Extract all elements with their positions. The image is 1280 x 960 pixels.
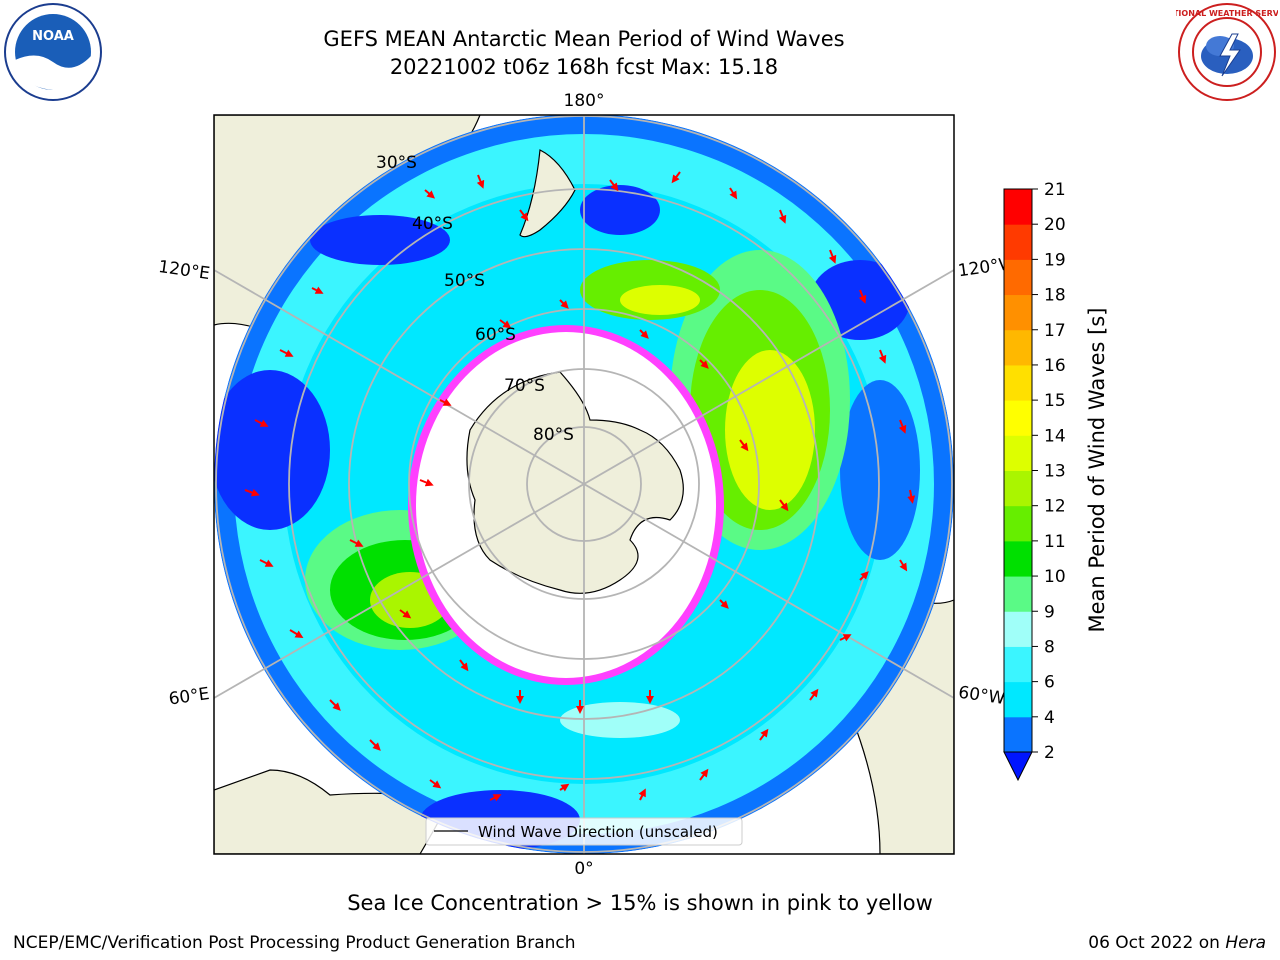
lon-label-180: 180° — [564, 91, 605, 111]
lat-label-80s: 80°S — [533, 425, 574, 445]
colorbar-tick-label: 12 — [1044, 497, 1066, 517]
nws-logo: NATIONAL WEATHER SERVICE — [1176, 3, 1278, 101]
colorbar-segment — [1004, 505, 1032, 542]
legend-label: Wind Wave Direction (unscaled) — [478, 823, 718, 841]
colorbar-tick-label: 6 — [1044, 673, 1055, 693]
footer-machine: Hera — [1225, 933, 1266, 953]
lat-label-60s: 60°S — [475, 325, 516, 345]
colorbar-segment — [1004, 400, 1032, 436]
lat-label-30s: 30°S — [376, 153, 417, 173]
colorbar-tick-label: 4 — [1044, 708, 1055, 728]
wave-period-field — [214, 115, 954, 854]
sea-ice-note: Sea Ice Concentration > 15% is shown in … — [347, 891, 933, 915]
colorbar-segment — [1004, 364, 1032, 401]
colorbar-segment — [1004, 435, 1032, 471]
lon-label-0: 0° — [574, 859, 593, 879]
map-frame — [213, 114, 955, 855]
colorbar-segment — [1004, 716, 1032, 753]
footer-date-text: 06 Oct 2022 on — [1088, 933, 1226, 953]
colorbar-tick-label: 21 — [1044, 180, 1066, 200]
colorbar-tick-label: 15 — [1044, 391, 1066, 411]
colorbar-tick-label: 11 — [1044, 532, 1066, 552]
colorbar-tick-label: 19 — [1044, 250, 1066, 270]
lat-label-40s: 40°S — [412, 214, 453, 234]
colorbar-label: Mean Period of Wind Waves [s] — [1085, 307, 1109, 633]
lat-label-70s: 70°S — [504, 376, 545, 396]
footer-date: 06 Oct 2022 on Hera — [1088, 933, 1266, 953]
colorbar-tick-label: 10 — [1044, 567, 1066, 587]
colorbar-segment — [1004, 329, 1032, 366]
colorbar-tick-label: 20 — [1044, 215, 1066, 235]
colorbar-segment — [1004, 470, 1032, 507]
colorbar-under-arrow — [1003, 751, 1033, 782]
colorbar-segment — [1004, 294, 1032, 331]
noaa-logo-text: NOAA — [32, 29, 74, 44]
map-subtitle: 20221002 t06z 168h fcst Max: 15.18 — [389, 55, 779, 79]
longitude-grid — [214, 115, 954, 854]
colorbar-tick-label: 14 — [1044, 426, 1066, 446]
map-legend: Wind Wave Direction (unscaled) — [425, 817, 743, 846]
wind-wave-arrows — [244, 171, 916, 802]
colorbar-segment — [1004, 611, 1032, 647]
colorbar-segment — [1004, 681, 1032, 718]
lon-label-60w: 60°W — [957, 683, 1006, 709]
colorbar: 2 4 6 8 9 10 11 12 13 14 15 16 17 18 19 20 21 — [1003, 180, 1066, 782]
colorbar-tick-label: 8 — [1044, 637, 1055, 657]
noaa-logo: NOAA — [4, 3, 102, 101]
footer-credit: NCEP/EMC/Verification Post Processing Pr… — [13, 933, 576, 953]
colorbar-tick-label: 16 — [1044, 356, 1066, 376]
colorbar-segment — [1004, 189, 1032, 225]
colorbar-segment — [1004, 259, 1032, 296]
map-title: GEFS MEAN Antarctic Mean Period of Wind … — [323, 27, 845, 51]
colorbar-tick-label: 18 — [1044, 286, 1066, 306]
colorbar-segment — [1004, 224, 1032, 260]
lat-label-50s: 50°S — [444, 271, 485, 291]
colorbar-segment — [1004, 646, 1032, 683]
nws-logo-ring-text: NATIONAL WEATHER SERVICE — [1176, 9, 1278, 18]
colorbar-tick-label: 17 — [1044, 321, 1066, 341]
colorbar-tick-label: 13 — [1044, 462, 1066, 482]
colorbar-segment — [1004, 576, 1032, 612]
colorbar-tick-label: 2 — [1044, 743, 1055, 763]
lon-label-120e: 120°E — [157, 257, 211, 284]
lon-label-60e: 60°E — [167, 684, 210, 709]
colorbar-segment — [1004, 540, 1032, 577]
colorbar-tick-label: 9 — [1044, 602, 1055, 622]
